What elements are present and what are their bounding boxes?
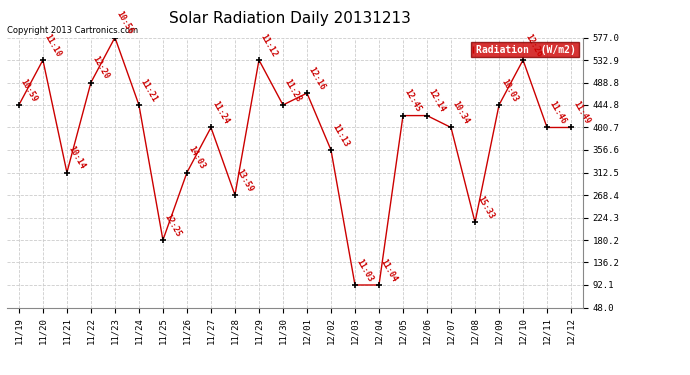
Text: 14:03: 14:03 (187, 145, 207, 171)
Text: 11:12: 11:12 (259, 32, 279, 58)
Text: 10:56: 10:56 (115, 10, 135, 36)
Text: 11:10: 11:10 (43, 32, 63, 58)
Text: 13:59: 13:59 (235, 167, 255, 194)
Text: 10:03: 10:03 (499, 77, 520, 104)
Text: 12:20: 12:20 (91, 55, 111, 81)
Text: 11:03: 11:03 (355, 257, 375, 284)
Text: 12:45: 12:45 (403, 88, 423, 114)
Text: 12:14: 12:14 (427, 88, 447, 114)
Text: 11:21: 11:21 (139, 77, 159, 104)
Text: Copyright 2013 Cartronics.com: Copyright 2013 Cartronics.com (7, 26, 138, 35)
Text: 12:26: 12:26 (523, 32, 543, 58)
Text: Solar Radiation Daily 20131213: Solar Radiation Daily 20131213 (169, 11, 411, 26)
Legend: Radiation  (W/m2): Radiation (W/m2) (471, 42, 578, 57)
Text: 12:16: 12:16 (307, 66, 327, 92)
Text: 11:24: 11:24 (211, 100, 231, 126)
Text: 11:04: 11:04 (379, 257, 400, 284)
Text: 10:14: 10:14 (67, 145, 87, 171)
Text: 15:33: 15:33 (475, 195, 495, 221)
Text: 12:25: 12:25 (163, 212, 184, 238)
Text: 11:13: 11:13 (331, 122, 351, 148)
Text: 11:28: 11:28 (283, 77, 304, 104)
Text: 11:49: 11:49 (571, 100, 591, 126)
Text: 10:34: 10:34 (451, 100, 471, 126)
Text: 11:46: 11:46 (547, 100, 567, 126)
Text: 10:59: 10:59 (19, 77, 39, 104)
